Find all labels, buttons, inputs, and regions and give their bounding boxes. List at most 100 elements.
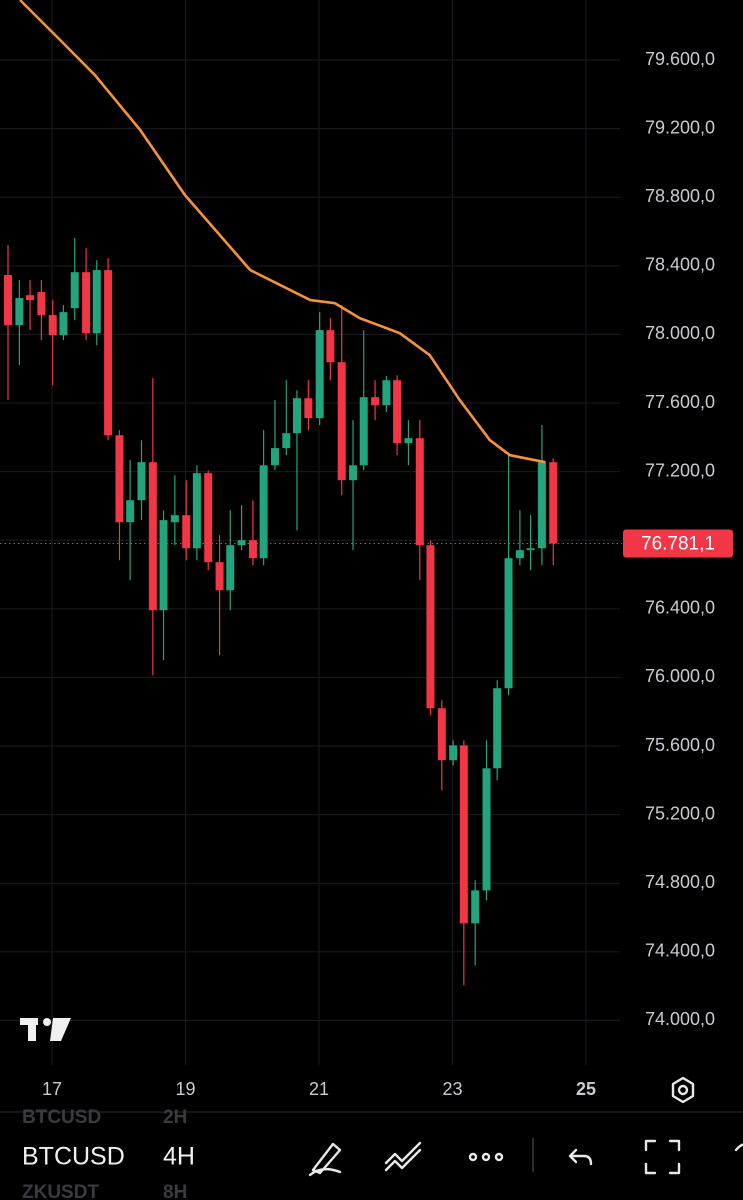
draw-tool-button[interactable] — [308, 1142, 342, 1177]
candle-body — [515, 550, 524, 559]
candle-body — [104, 270, 113, 436]
candle-body — [349, 465, 358, 481]
candle-body — [4, 275, 13, 326]
candle-body — [248, 540, 257, 559]
candle-body — [92, 270, 101, 334]
interval-selector[interactable]: 4H — [163, 1143, 195, 1171]
moving-average-line — [19, 0, 546, 464]
candle-body — [115, 435, 124, 523]
y-tick-label: 76.400,0 — [645, 598, 715, 618]
candle-body — [437, 708, 446, 761]
candle-body — [359, 397, 368, 466]
candle-body — [326, 330, 335, 363]
candle-body — [259, 465, 268, 559]
candle-body — [270, 448, 279, 466]
candle-body — [415, 438, 424, 546]
candle-body — [337, 362, 346, 481]
candle-body — [48, 315, 57, 336]
dot-icon[interactable] — [481, 1152, 491, 1162]
y-tick-label: 74.800,0 — [645, 872, 715, 892]
y-tick-label: 79.200,0 — [645, 117, 715, 137]
candle-body — [226, 545, 235, 591]
symbol-option[interactable]: BTCUSD — [22, 1107, 101, 1128]
undo-icon[interactable] — [568, 1148, 593, 1166]
indicators-icon[interactable] — [384, 1141, 422, 1172]
settings-button[interactable] — [671, 1076, 695, 1104]
candle-body — [126, 500, 135, 523]
current-price-badge — [623, 529, 733, 558]
candle-body — [315, 330, 324, 419]
dot-icon[interactable] — [468, 1152, 478, 1162]
candle-body — [537, 462, 546, 549]
dot-icon[interactable] — [494, 1152, 504, 1162]
candle-body — [371, 397, 380, 406]
symbol-option[interactable]: ZKUSDT — [22, 1182, 99, 1200]
candle-body — [482, 768, 491, 891]
y-tick-label: 77.600,0 — [645, 392, 715, 412]
candle-body — [26, 295, 35, 301]
logo — [20, 1018, 71, 1041]
interval-option[interactable]: 2H — [163, 1107, 187, 1128]
candle-body — [204, 473, 213, 563]
y-tick-label: 79.600,0 — [645, 49, 715, 69]
candle-body — [504, 558, 513, 689]
undo-button[interactable] — [568, 1148, 593, 1166]
candle-body — [493, 688, 502, 769]
candle-body — [70, 272, 79, 309]
candle-body — [549, 462, 558, 544]
interval-option[interactable]: 8H — [163, 1182, 187, 1200]
candle-body — [37, 292, 46, 316]
x-tick-label: 21 — [309, 1079, 329, 1099]
gear-icon-center[interactable] — [677, 1084, 689, 1096]
y-tick-label: 75.200,0 — [645, 803, 715, 823]
candle-body — [404, 438, 413, 444]
candle-body — [82, 272, 91, 334]
candle-body — [526, 548, 535, 551]
candle-body — [59, 312, 68, 336]
candle-body — [137, 462, 146, 501]
candle-body — [237, 540, 246, 546]
more-button[interactable] — [468, 1152, 504, 1162]
logo-part — [43, 1018, 51, 1026]
y-tick-label: 75.600,0 — [645, 735, 715, 755]
y-tick-label: 78.000,0 — [645, 323, 715, 343]
logo-part — [50, 1018, 71, 1041]
candle-body — [292, 398, 301, 434]
gear-icon[interactable] — [671, 1076, 695, 1104]
more-icon — [734, 1143, 743, 1152]
candle-body — [215, 562, 224, 591]
candle-body — [471, 890, 480, 924]
y-tick-label: 77.200,0 — [645, 460, 715, 480]
x-tick-label: 23 — [442, 1079, 462, 1099]
pen-icon[interactable] — [308, 1142, 342, 1177]
candle-body — [192, 473, 201, 549]
y-tick-label: 76.000,0 — [645, 666, 715, 686]
candle-body — [304, 398, 313, 419]
candle-body — [159, 520, 168, 611]
candle-body — [15, 298, 24, 326]
y-tick-label: 74.000,0 — [645, 1009, 715, 1029]
candle-body — [449, 745, 458, 761]
x-tick-label: 17 — [42, 1079, 62, 1099]
candle-body — [426, 545, 435, 709]
candle-body — [148, 462, 157, 611]
current-price-label: 76.781,1 — [641, 533, 715, 554]
axes: 74.000,0 74.400,0 74.800,0 75.200,0 75.600,0… — [42, 49, 733, 1099]
y-tick-label: 78.400,0 — [645, 255, 715, 275]
fullscreen-icon[interactable] — [644, 1139, 681, 1175]
candle-body — [182, 515, 191, 549]
y-tick-label: 74.400,0 — [645, 941, 715, 961]
x-tick-label: 25 — [576, 1079, 596, 1099]
y-tick-label: 78.800,0 — [645, 186, 715, 206]
candle-body — [170, 515, 179, 523]
candle-body — [382, 380, 391, 406]
logo-part — [28, 1018, 36, 1041]
symbol-selector[interactable]: BTCUSD — [22, 1143, 125, 1171]
indicators-button[interactable] — [384, 1141, 422, 1172]
plot — [0, 0, 622, 986]
candle-body — [459, 745, 468, 924]
fullscreen-button[interactable] — [644, 1139, 681, 1175]
